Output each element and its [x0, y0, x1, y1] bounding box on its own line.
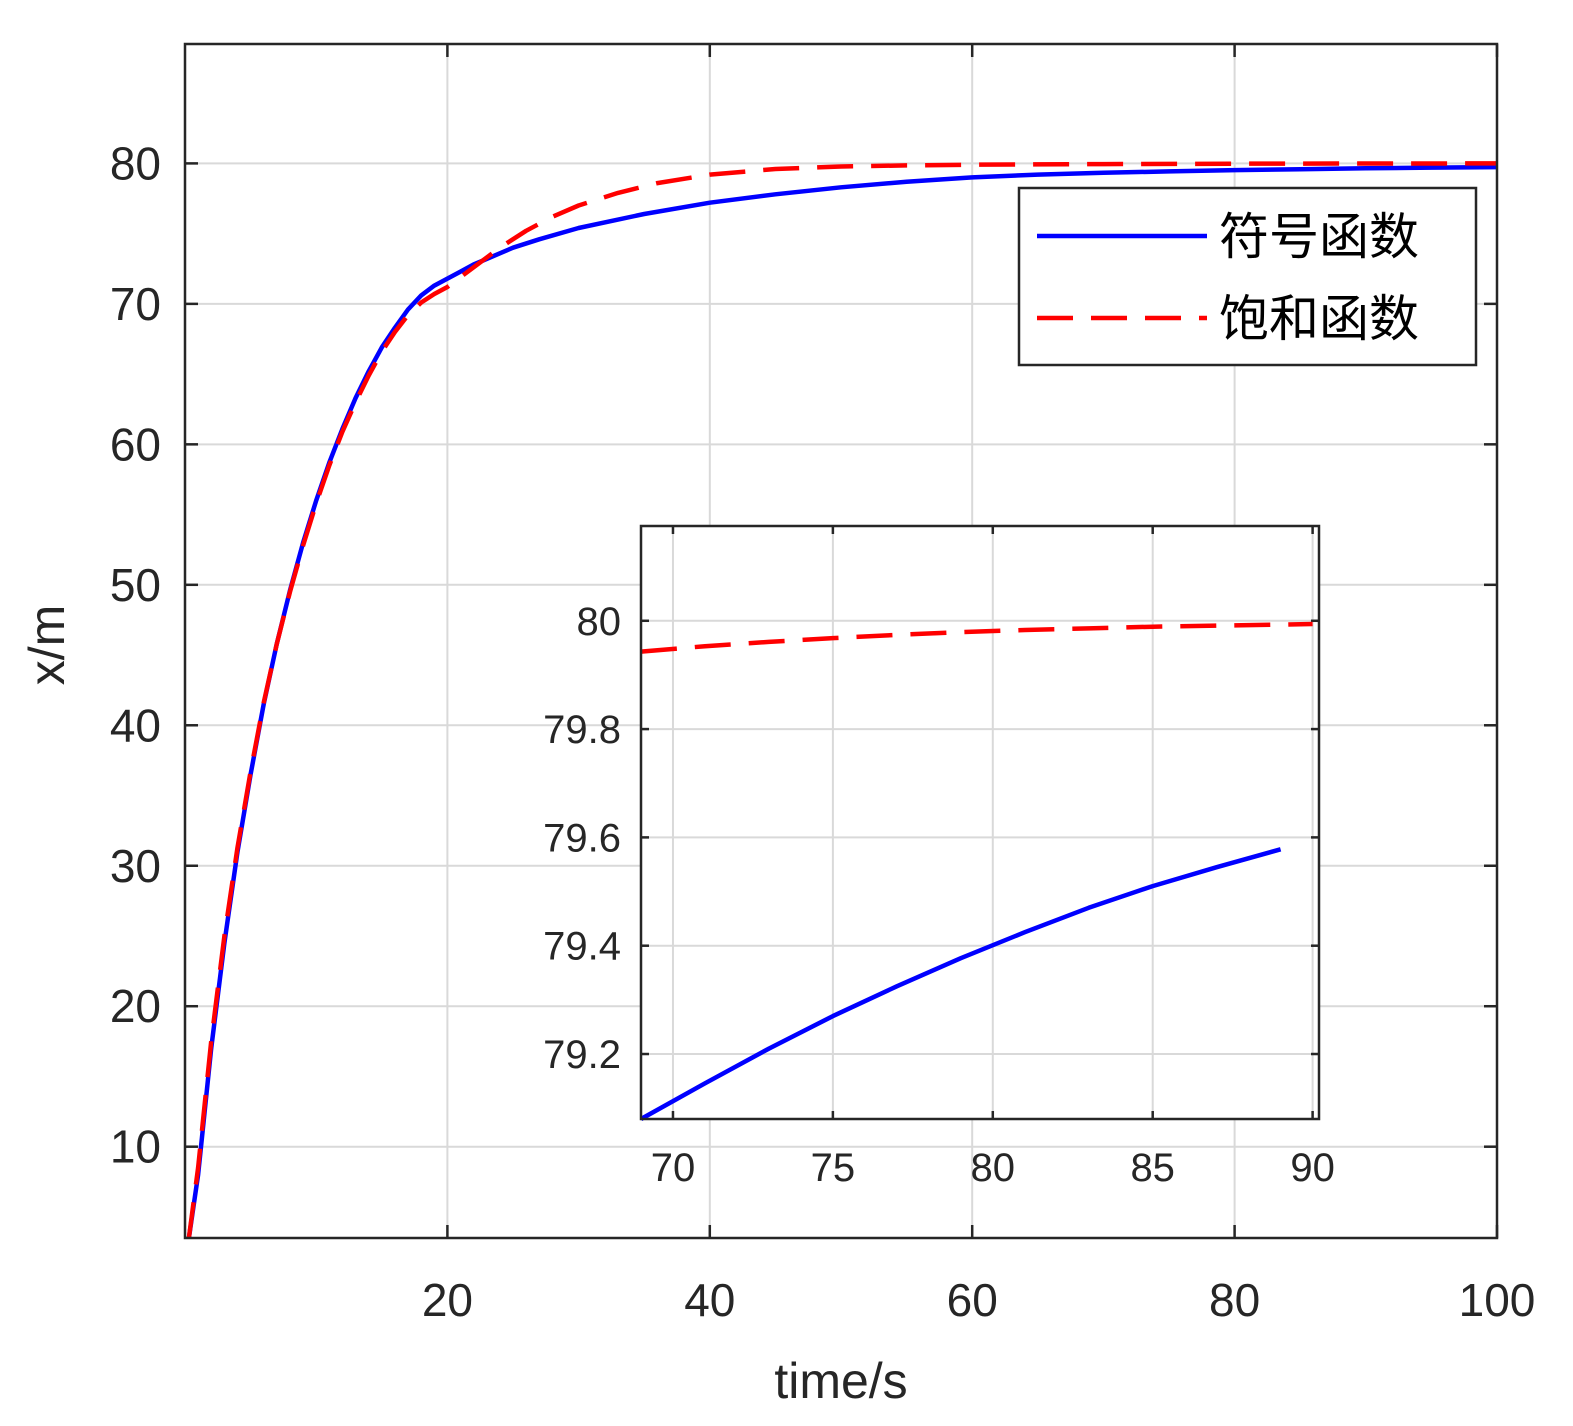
- inset-series-line-2: [640, 621, 1313, 654]
- inset-series-line-1: [639, 847, 1282, 1121]
- inset-y-tick-label: 80: [577, 600, 622, 644]
- x-tick-label: 60: [947, 1274, 998, 1326]
- inset-x-tick-label: 75: [811, 1146, 856, 1190]
- inset-y-tick-label: 79.8: [543, 708, 621, 752]
- main-plot-frame: [183, 42, 1499, 1240]
- inset-plot: 70 75 80 85 90 79.2 79.4 79.6 79.8 80: [543, 524, 1335, 1190]
- y-tick-label: 60: [110, 418, 161, 470]
- y-tick-label: 50: [110, 559, 161, 611]
- x-tick-label: 40: [684, 1274, 735, 1326]
- y-tick-label: 10: [110, 1121, 161, 1173]
- inset-x-tick-label: 70: [651, 1146, 696, 1190]
- inset-x-tick-label: 85: [1130, 1146, 1175, 1190]
- series-line-2: [186, 161, 1498, 1239]
- y-tick-label: 70: [110, 278, 161, 330]
- inset-x-tick-label: 80: [971, 1146, 1016, 1190]
- legend-label-2: 饱和函数: [1219, 290, 1419, 348]
- x-tick-label: 80: [1209, 1274, 1260, 1326]
- y-tick-label: 20: [110, 980, 161, 1032]
- x-axis-label: time/s: [774, 1353, 907, 1409]
- inset-x-tick-label: 90: [1290, 1146, 1335, 1190]
- x-tick-label: 20: [422, 1274, 473, 1326]
- x-tick-label: 100: [1459, 1274, 1536, 1326]
- legend-label-1: 符号函数: [1219, 208, 1419, 266]
- inset-y-tick-label: 79.6: [543, 816, 621, 860]
- inset-y-tick-label: 79.2: [543, 1033, 621, 1077]
- inset-plot-frame: [639, 524, 1321, 1121]
- y-axis-label: x/m: [19, 605, 75, 686]
- legend-box: [1017, 186, 1478, 367]
- y-tick-label: 80: [110, 137, 161, 189]
- y-tick-label: 40: [110, 699, 161, 751]
- inset-y-tick-label: 79.4: [543, 925, 621, 969]
- inset-plot-area: [641, 526, 1319, 1119]
- series-line-1: [186, 164, 1498, 1239]
- y-tick-label: 30: [110, 840, 161, 892]
